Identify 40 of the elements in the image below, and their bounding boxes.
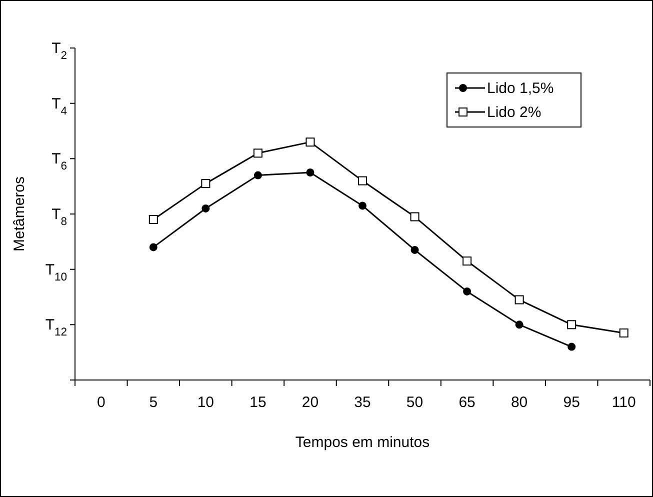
x-tick-label: 80 <box>510 394 528 411</box>
y-tick-label: T$_{4}$ <box>52 95 67 118</box>
point <box>149 243 158 252</box>
x-tick-label: 110 <box>612 394 636 411</box>
y-tick-label: T$_{12}$ <box>45 316 67 339</box>
point <box>462 256 472 266</box>
x-tick-label: 35 <box>354 394 371 411</box>
point <box>463 287 472 296</box>
x-tick-label: 50 <box>406 394 424 411</box>
legend-label: Lido 1,5% <box>487 80 554 97</box>
point <box>358 176 367 186</box>
point <box>514 295 524 304</box>
point <box>254 171 262 180</box>
x-tick-label: 95 <box>563 394 580 411</box>
y-tick-label: T$_{6}$ <box>52 150 67 173</box>
point <box>148 215 158 224</box>
point <box>619 328 628 338</box>
point <box>410 212 420 222</box>
legend-label: Lido 2% <box>487 104 542 121</box>
point <box>410 246 419 254</box>
x-tick-label: 0 <box>96 394 106 411</box>
x-tick-label: 20 <box>302 394 319 411</box>
point <box>253 148 262 158</box>
x-tick-label: 5 <box>149 394 158 411</box>
y-tick-label: T$_{2}$ <box>52 40 67 62</box>
x-tick-label: 10 <box>197 394 214 411</box>
y-axis-title: Metâmeros <box>11 176 28 252</box>
x-axis-title: Tempos em minutos <box>295 434 430 451</box>
point <box>568 342 576 351</box>
x-tick-label: 15 <box>250 394 266 411</box>
point <box>567 320 576 330</box>
point <box>201 179 210 188</box>
point <box>306 138 315 147</box>
point <box>358 202 366 210</box>
point <box>202 204 210 212</box>
point <box>306 168 314 176</box>
x-tick-label: 65 <box>458 394 476 411</box>
y-tick-label: T$_{8}$ <box>52 206 67 228</box>
point <box>515 320 524 329</box>
y-tick-label: T$_{10}$ <box>45 261 67 284</box>
